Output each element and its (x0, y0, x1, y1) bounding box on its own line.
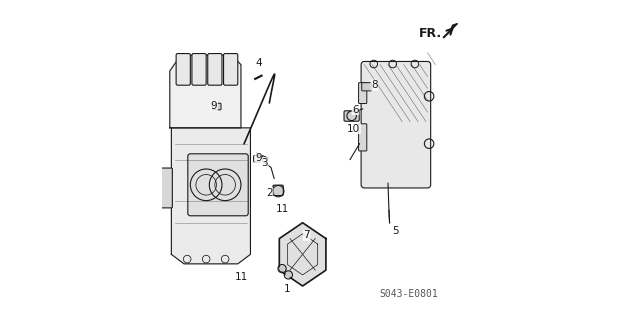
Text: 2: 2 (266, 188, 273, 198)
FancyBboxPatch shape (192, 54, 206, 85)
Circle shape (286, 273, 291, 277)
Text: 10: 10 (348, 123, 360, 134)
FancyBboxPatch shape (273, 185, 284, 196)
FancyBboxPatch shape (208, 54, 222, 85)
Polygon shape (450, 24, 458, 32)
Text: 5: 5 (392, 226, 399, 236)
FancyBboxPatch shape (223, 54, 238, 85)
FancyBboxPatch shape (361, 62, 431, 188)
Text: 7: 7 (303, 230, 310, 241)
Text: FR.: FR. (419, 26, 442, 40)
FancyBboxPatch shape (188, 154, 248, 216)
Text: 11: 11 (236, 271, 248, 281)
Text: 11: 11 (276, 204, 289, 213)
Text: 6: 6 (352, 105, 359, 115)
FancyBboxPatch shape (212, 103, 221, 110)
Text: 9: 9 (255, 153, 262, 163)
Text: 4: 4 (255, 58, 262, 68)
FancyBboxPatch shape (362, 83, 372, 91)
Polygon shape (279, 223, 326, 286)
Polygon shape (170, 55, 241, 128)
Text: 1: 1 (284, 284, 290, 294)
FancyBboxPatch shape (358, 83, 367, 104)
Text: 8: 8 (371, 80, 378, 90)
FancyBboxPatch shape (176, 54, 190, 85)
Text: S043-E0801: S043-E0801 (379, 289, 438, 299)
FancyBboxPatch shape (358, 124, 367, 151)
Text: 3: 3 (261, 158, 268, 168)
FancyBboxPatch shape (253, 155, 262, 162)
FancyBboxPatch shape (344, 111, 359, 121)
Polygon shape (172, 128, 250, 264)
FancyBboxPatch shape (161, 168, 172, 208)
Text: 9: 9 (211, 101, 218, 111)
Circle shape (280, 266, 284, 271)
